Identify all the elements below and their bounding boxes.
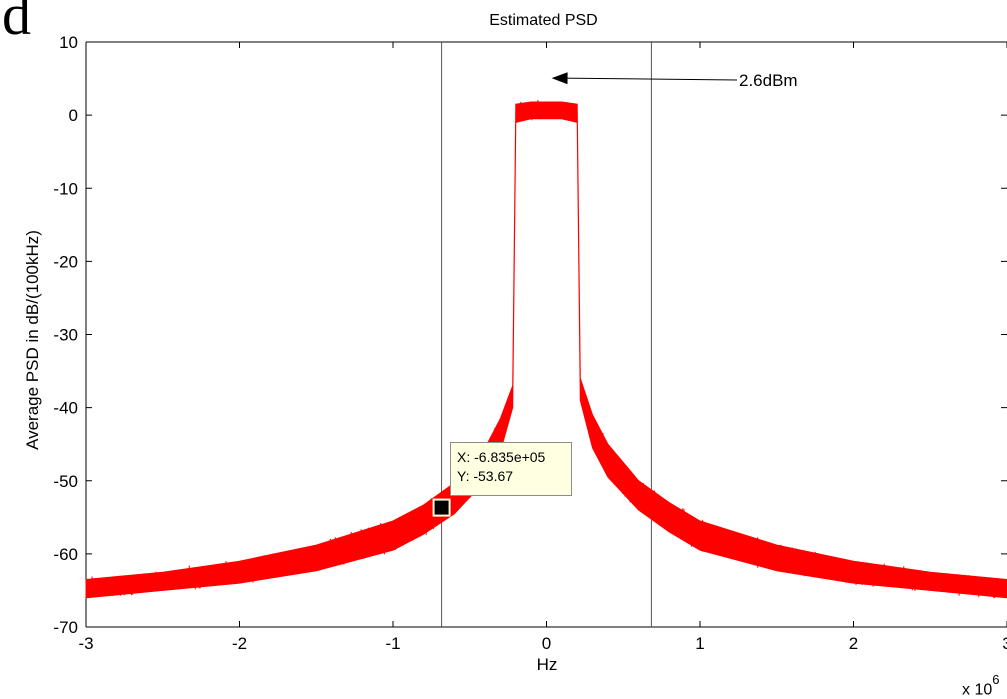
y-tick-label: -40 [53, 399, 78, 418]
panel-label: d [2, 0, 31, 47]
y-tick-label: 0 [69, 106, 78, 125]
data-tip[interactable]: X: -6.835e+05 Y: -53.67 [450, 442, 572, 496]
y-tick-label: -10 [53, 179, 78, 198]
annotation-label: 2.6dBm [739, 71, 798, 90]
x-tick-label: 1 [695, 634, 704, 653]
y-tick-label: -70 [53, 618, 78, 637]
data-tip-x: X: -6.835e+05 [457, 449, 546, 465]
data-point-marker [432, 498, 451, 517]
y-tick-label: 10 [59, 33, 78, 52]
x-tick-label: 2 [849, 634, 858, 653]
data-tip-y: Y: -53.67 [457, 468, 514, 484]
x-axis-label: Hz [536, 655, 558, 674]
x-tick-label: -1 [385, 634, 400, 653]
psd-band [85, 101, 1007, 599]
x-tick-label: 3 [1002, 634, 1007, 653]
x-exponent-power: 6 [992, 672, 1000, 687]
y-tick-label: -60 [53, 545, 78, 564]
x-tick-label: 0 [542, 634, 551, 653]
x-tick-label: -3 [78, 634, 93, 653]
passband-trace [516, 102, 575, 120]
annotation-arrow-line [561, 77, 738, 81]
chart-title: Estimated PSD [489, 12, 598, 29]
x-tick-label: -2 [232, 634, 247, 653]
y-tick-label: -50 [53, 472, 78, 491]
psd-trace [85, 99, 1007, 599]
annotation-arrow-head [551, 72, 568, 85]
y-tick-label: -30 [53, 326, 78, 345]
y-tick-label: -20 [53, 252, 78, 271]
